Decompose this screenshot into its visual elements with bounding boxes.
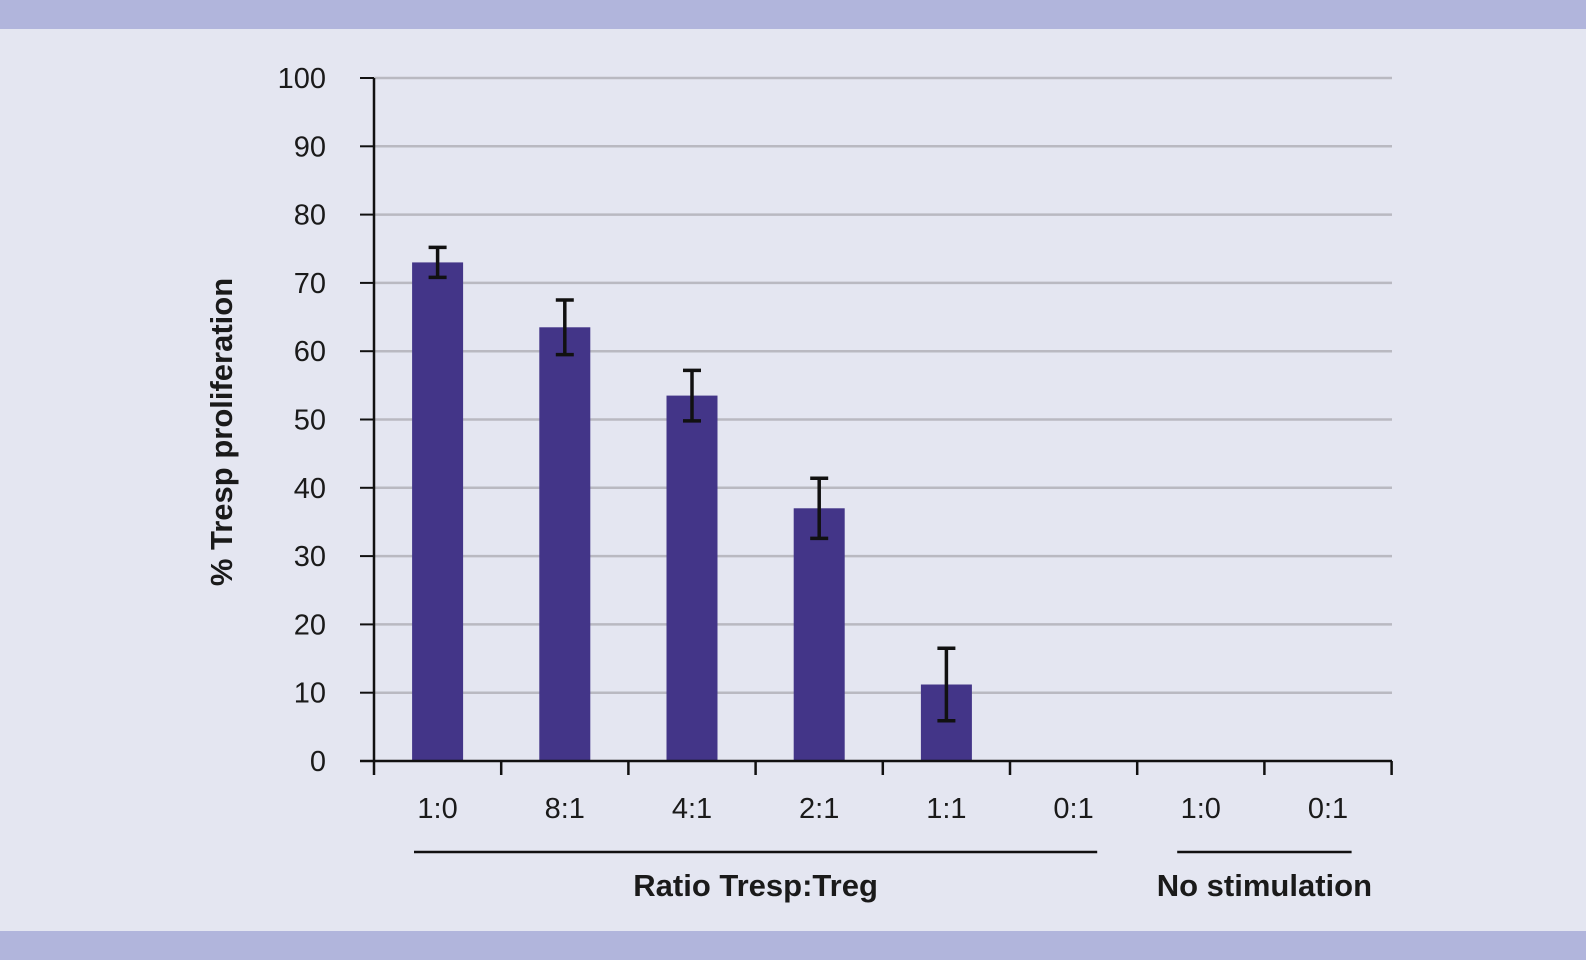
x-tick-label: 0:1 — [1053, 793, 1093, 825]
bars — [412, 262, 972, 761]
y-tick-label: 100 — [278, 63, 326, 95]
y-tick-label: 20 — [294, 609, 326, 641]
group-brackets: Ratio Tresp:Treg No stimulation — [414, 850, 1372, 903]
bottom-band — [0, 931, 1586, 960]
axes — [360, 77, 1393, 775]
gridlines — [374, 76, 1392, 694]
x-tick-label: 8:1 — [545, 793, 585, 825]
bar — [793, 508, 845, 761]
x-tick-label: 0:1 — [1308, 793, 1348, 825]
y-tick-labels: 0 10 20 30 40 50 60 70 80 90 100 — [278, 63, 326, 778]
y-tick-label: 60 — [294, 336, 326, 368]
group-label: Ratio Tresp:Treg — [633, 868, 878, 903]
error-bars — [428, 245, 956, 723]
bar — [412, 262, 464, 761]
x-tick-labels: 1:0 8:1 4:1 2:1 1:1 0:1 1:0 0:1 — [417, 793, 1348, 825]
group-label: No stimulation — [1157, 868, 1372, 903]
y-tick-label: 50 — [294, 405, 326, 437]
x-tick-label: 1:1 — [926, 793, 966, 825]
y-tick-label: 30 — [294, 541, 326, 573]
x-tick-label: 4:1 — [672, 793, 712, 825]
y-tick-label: 0 — [310, 746, 326, 778]
bar — [666, 395, 718, 761]
x-tick-label: 1:0 — [1181, 793, 1221, 825]
y-tick-label: 10 — [294, 678, 326, 710]
y-tick-label: 80 — [294, 200, 326, 232]
x-tick-label: 1:0 — [417, 793, 457, 825]
top-band — [0, 0, 1586, 29]
x-tick-label: 2:1 — [799, 793, 839, 825]
y-axis-label: % Tresp proliferation — [204, 278, 239, 586]
y-tick-label: 90 — [294, 131, 326, 163]
y-tick-label: 40 — [294, 473, 326, 505]
bar — [539, 327, 591, 761]
y-tick-label: 70 — [294, 268, 326, 300]
